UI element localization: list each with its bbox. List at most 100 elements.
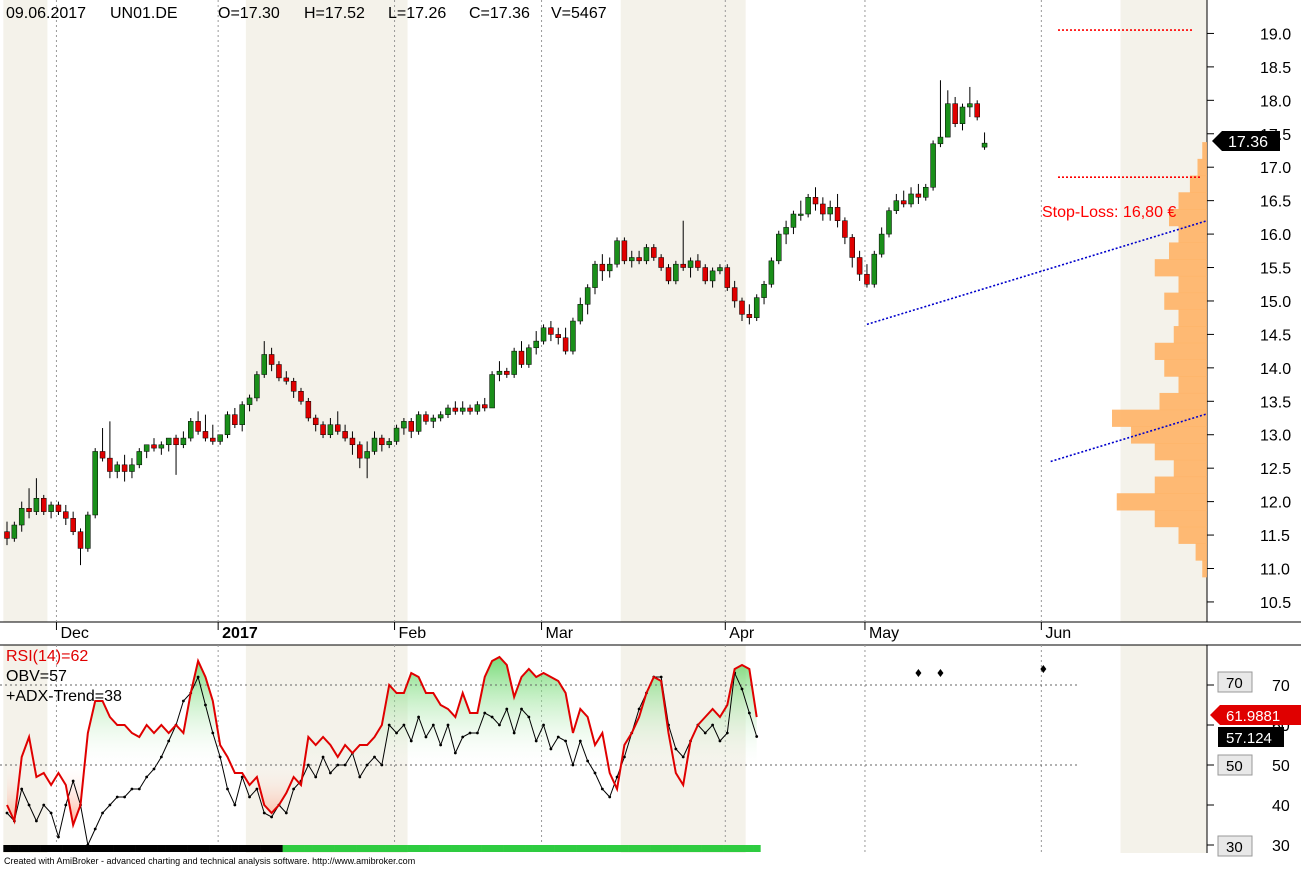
obv-point-38 (284, 811, 288, 815)
obv-point-75 (556, 735, 560, 739)
adx-ribbon-seg-55 (407, 845, 416, 852)
obv-point-5 (42, 803, 46, 807)
volume-profile-bar-15 (1178, 309, 1207, 327)
candle-body-29 (217, 434, 223, 442)
obv-point-18 (137, 787, 141, 791)
adx-ribbon-seg-65 (481, 845, 489, 852)
adx-ribbon-seg-20 (150, 845, 158, 852)
adx-ribbon-seg-4 (32, 845, 41, 852)
obv-point-72 (534, 739, 538, 743)
candlesticks (4, 80, 988, 566)
adx-ribbon-seg-8 (62, 845, 70, 852)
obv-point-97 (718, 739, 722, 743)
obv-point-6 (49, 811, 53, 815)
obv-point-49 (365, 763, 369, 767)
candle-body-97 (717, 267, 723, 272)
y-tick-label-15: 18.0 (1260, 93, 1291, 110)
volume-profile-bar-18 (1154, 259, 1207, 277)
candle-body-96 (709, 270, 716, 282)
level-30-badge (1217, 835, 1253, 857)
obv-point-73 (542, 723, 545, 727)
obv-point-60 (446, 723, 450, 727)
adx-ribbon-seg-51 (378, 845, 386, 852)
candle-body-86 (636, 257, 642, 262)
obv-point-7 (57, 835, 60, 839)
rsi-y-label-1: 40 (1272, 798, 1290, 815)
candle-body-103 (761, 283, 767, 298)
obv-point-81 (600, 787, 604, 791)
adx-ribbon-seg-78 (576, 845, 585, 852)
candle-body-7 (55, 504, 62, 512)
candle-body-57 (423, 414, 429, 422)
adx-ribbon-seg-94 (694, 845, 702, 852)
adx-ribbon-seg-35 (260, 845, 269, 852)
candle-body-6 (48, 504, 54, 512)
candle-body-106 (783, 227, 789, 235)
obv-point-89 (659, 675, 663, 679)
candle-body-93 (687, 260, 694, 268)
candle-body-92 (680, 263, 686, 268)
volume-profile-bar-20 (1178, 225, 1207, 243)
adx-ribbon-seg-97 (716, 845, 724, 852)
adx-ribbon-seg-68 (503, 845, 511, 852)
y-tick-label-7: 14.0 (1260, 361, 1291, 378)
obv-point-20 (152, 767, 156, 771)
candle-body-90 (665, 267, 672, 282)
candle-body-52 (386, 441, 392, 446)
obv-point-35 (262, 811, 266, 815)
candle-body-30 (224, 414, 231, 435)
rsi-shade-band-3 (1120, 645, 1207, 853)
adx-ribbon-seg-16 (120, 845, 129, 852)
obv-point-61 (453, 751, 457, 755)
adx-ribbon-seg-76 (561, 845, 570, 852)
obv-point-43 (321, 755, 325, 759)
adx-ribbon-seg-6 (47, 845, 56, 852)
obv-point-16 (123, 795, 126, 799)
adx-ribbon-seg-44 (326, 845, 335, 852)
x-tick-label-2: Feb (399, 625, 427, 642)
volume-profile-bar-24 (1197, 158, 1207, 177)
obv-point-92 (681, 755, 685, 759)
adx-ribbon-seg-66 (488, 845, 497, 852)
candle-body-117 (864, 273, 870, 285)
adx-ribbon-seg-93 (686, 845, 695, 852)
candle-body-22 (165, 437, 172, 446)
obv-point-83 (615, 775, 619, 779)
obv-point-68 (505, 707, 509, 711)
adx-ribbon-seg-84 (620, 845, 629, 852)
adx-label: +ADX-Trend=38 (6, 688, 122, 705)
candle-body-24 (180, 437, 187, 446)
adx-ribbon-seg-25 (187, 845, 195, 852)
volume-profile-bar-8 (1131, 426, 1207, 444)
obv-point-84 (623, 755, 626, 759)
candle-body-33 (246, 397, 253, 405)
candle-body-120 (886, 210, 892, 235)
candle-body-59 (437, 414, 444, 419)
candle-body-43 (320, 424, 326, 435)
volume-profile (1112, 142, 1207, 578)
obv-point-98 (725, 731, 729, 735)
candle-body-69 (511, 350, 517, 375)
adx-ribbon-seg-15 (113, 845, 122, 852)
obv-point-46 (343, 763, 347, 767)
header-high: H=17.52 (304, 5, 365, 22)
volume-profile-bar-25 (1202, 142, 1207, 160)
rsi-value-badge (1210, 705, 1301, 725)
adx-ribbon-seg-37 (275, 845, 283, 852)
header-symbol: UN01.DE (110, 5, 178, 22)
adx-ribbon-seg-81 (598, 845, 607, 852)
adx-ribbon-seg-0 (3, 845, 11, 852)
candle-body-27 (202, 431, 209, 439)
candle-body-26 (195, 421, 201, 432)
candle-body-99 (731, 287, 738, 302)
candle-body-16 (121, 464, 128, 472)
obv-point-28 (211, 731, 215, 735)
candle-body-132 (974, 103, 980, 118)
adx-ribbon-seg-14 (106, 845, 114, 852)
candle-body-109 (805, 197, 811, 215)
y-tick-label-6: 13.5 (1260, 394, 1291, 411)
candle-body-49 (364, 451, 370, 459)
candle-body-122 (900, 200, 907, 205)
candle-body-37 (276, 364, 282, 379)
adx-ribbon-seg-85 (628, 845, 636, 852)
